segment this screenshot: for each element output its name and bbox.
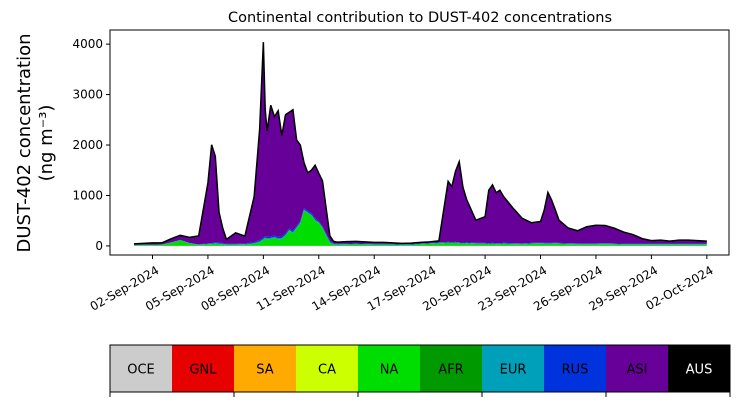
y-axis-label-line2: (ng m⁻³) [36, 105, 57, 182]
y-axis-label-line1: DUST-402 concentration [14, 33, 35, 252]
area-asi [134, 42, 707, 245]
legend-label-sa: SA [256, 363, 273, 378]
legend-swatch-gnl [172, 345, 234, 392]
legend-swatch-sa [234, 345, 296, 392]
y-axis-label: DUST-402 concentration (ng m⁻³) [14, 33, 57, 252]
legend-label-aus: AUS [686, 363, 713, 378]
legend-swatch-ca [296, 345, 358, 392]
legend-swatch-oce [110, 345, 172, 392]
legend-swatch-afr [420, 345, 482, 392]
y-tick-label: 1000 [72, 188, 103, 202]
legend: OCE GNL SA CA NA AFR EUR RUS ASI AUS [109, 344, 731, 397]
legend-label-asi: ASI [627, 363, 648, 378]
axes: 0100020003000400002-Sep-202405-Sep-20240… [72, 29, 730, 314]
chart-title: Continental contribution to DUST-402 con… [228, 10, 612, 26]
legend-swatch-na [358, 345, 420, 392]
y-tick-label: 0 [95, 239, 103, 253]
legend-swatch-asi [606, 345, 668, 392]
y-tick-label: 4000 [72, 37, 103, 51]
legend-label-oce: OCE [127, 363, 155, 378]
legend-label-ca: CA [318, 363, 336, 378]
legend-label-rus: RUS [562, 363, 589, 378]
legend-swatch-aus [668, 345, 730, 392]
legend-swatch-rus [544, 345, 606, 392]
legend-label-afr: AFR [438, 363, 463, 378]
legend-swatch-eur [482, 345, 544, 392]
plot-area [133, 42, 707, 246]
legend-label-gnl: GNL [189, 363, 217, 378]
total-line [133, 42, 707, 245]
y-tick-label: 2000 [72, 138, 103, 152]
y-tick-label: 3000 [72, 88, 103, 102]
legend-label-na: NA [380, 363, 399, 378]
legend-frame [109, 344, 731, 393]
legend-label-eur: EUR [500, 363, 527, 378]
plot-frame [109, 29, 730, 256]
